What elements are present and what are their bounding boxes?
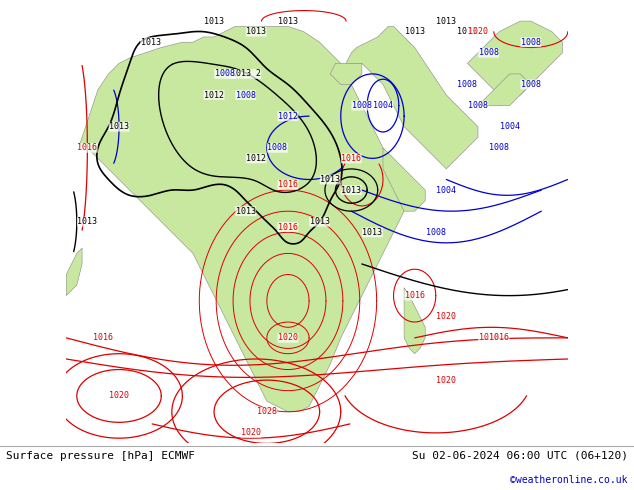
Polygon shape xyxy=(79,26,404,412)
Polygon shape xyxy=(478,74,531,105)
Text: 1013: 1013 xyxy=(204,17,224,25)
Polygon shape xyxy=(383,148,425,211)
Text: 1004: 1004 xyxy=(436,186,456,195)
Text: 1013: 1013 xyxy=(236,207,256,216)
Text: 1013: 1013 xyxy=(246,27,266,36)
Text: 1008: 1008 xyxy=(268,143,287,152)
Polygon shape xyxy=(340,26,478,169)
Text: 1013: 1013 xyxy=(141,38,160,47)
Text: 1008: 1008 xyxy=(479,49,498,57)
Text: Surface pressure [hPa] ECMWF: Surface pressure [hPa] ECMWF xyxy=(6,451,195,461)
Text: 1008: 1008 xyxy=(521,38,541,47)
Text: 1016: 1016 xyxy=(479,333,498,343)
Text: 1004: 1004 xyxy=(500,122,520,131)
Text: 1028: 1028 xyxy=(257,407,277,416)
Text: 1004: 1004 xyxy=(373,101,393,110)
Text: 1016: 1016 xyxy=(77,143,98,152)
Text: 1013: 1013 xyxy=(109,122,129,131)
Text: 1016: 1016 xyxy=(93,333,113,343)
Text: 1008: 1008 xyxy=(426,228,446,237)
Text: 1008: 1008 xyxy=(489,143,509,152)
Polygon shape xyxy=(66,248,82,295)
Text: 1008: 1008 xyxy=(215,70,235,78)
Text: 1013: 1013 xyxy=(278,17,298,25)
Text: 1020: 1020 xyxy=(436,312,456,321)
Text: 1013: 1013 xyxy=(458,27,477,36)
Text: ©weatheronline.co.uk: ©weatheronline.co.uk xyxy=(510,475,628,485)
Text: 1013: 1013 xyxy=(341,186,361,195)
Text: 1013: 1013 xyxy=(320,175,340,184)
Text: 1008: 1008 xyxy=(468,101,488,110)
Text: 1013: 1013 xyxy=(436,17,456,25)
Text: 1008: 1008 xyxy=(352,101,372,110)
Text: 1020: 1020 xyxy=(278,333,298,343)
Polygon shape xyxy=(404,288,425,354)
Text: 1008: 1008 xyxy=(236,91,256,99)
Text: 1020: 1020 xyxy=(436,376,456,385)
Text: 1016: 1016 xyxy=(489,333,509,343)
Text: 1012: 1012 xyxy=(278,112,298,121)
Text: 1020: 1020 xyxy=(109,392,129,400)
Text: 1016: 1016 xyxy=(404,291,425,300)
Text: 1016: 1016 xyxy=(278,180,298,189)
Text: 1020: 1020 xyxy=(468,27,488,36)
Text: 1012: 1012 xyxy=(204,91,224,99)
Text: 1016: 1016 xyxy=(341,154,361,163)
Text: 1016: 1016 xyxy=(278,222,298,231)
Text: 1008: 1008 xyxy=(458,80,477,89)
Text: 1020: 1020 xyxy=(241,428,261,438)
Text: 1008: 1008 xyxy=(521,80,541,89)
Polygon shape xyxy=(467,21,562,105)
Text: Su 02-06-2024 06:00 UTC (06+120): Su 02-06-2024 06:00 UTC (06+120) xyxy=(411,451,628,461)
Text: 1013: 1013 xyxy=(77,217,98,226)
Text: 1012: 1012 xyxy=(246,154,266,163)
Text: 1013: 1013 xyxy=(404,27,425,36)
Text: 1013: 1013 xyxy=(363,228,382,237)
Text: 1013: 1013 xyxy=(309,217,330,226)
Polygon shape xyxy=(330,63,362,84)
Text: 1013 2: 1013 2 xyxy=(231,70,261,78)
